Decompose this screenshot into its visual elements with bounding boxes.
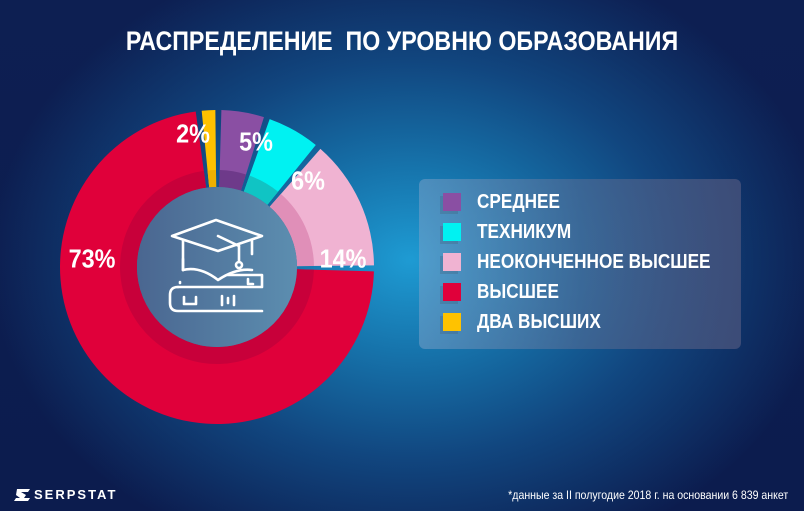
legend-label: ВЫСШЕЕ bbox=[477, 280, 559, 303]
swatch-srednee bbox=[440, 193, 461, 214]
legend-item-vysshee: ВЫСШЕЕ bbox=[440, 280, 572, 304]
segment-vysshee bbox=[60, 111, 374, 425]
label-dva-vysshikh: 2% bbox=[176, 118, 210, 149]
label-neokonchennoe: 14% bbox=[319, 243, 367, 274]
legend-item-srednee: СРЕДНЕЕ bbox=[440, 190, 574, 214]
legend-label: ТЕХНИКУМ bbox=[477, 220, 572, 243]
serpstat-logo: SERPSTAT bbox=[14, 487, 117, 502]
legend-item-tekhnikum: ТЕХНИКУМ bbox=[440, 220, 587, 244]
legend-item-neokonchennoe: НЕОКОНЧЕННОЕ ВЫСШЕЕ bbox=[440, 250, 749, 274]
swatch-neokonchennoe bbox=[440, 253, 461, 274]
segment-srednee bbox=[219, 110, 264, 191]
legend: СРЕДНЕЕ ТЕХНИКУМ НЕОКОНЧЕННОЕ ВЫСШЕЕ ВЫС… bbox=[419, 179, 741, 349]
legend-label: НЕОКОНЧЕННОЕ ВЫСШЕЕ bbox=[477, 250, 711, 273]
legend-label: СРЕДНЕЕ bbox=[477, 190, 560, 213]
segment-inner-ring-srednee bbox=[219, 170, 247, 191]
label-tekhnikum: 6% bbox=[291, 165, 325, 196]
segment-inner-ring-dva-vysshikh bbox=[207, 170, 217, 188]
label-vysshee: 73% bbox=[68, 243, 116, 274]
swatch-tekhnikum bbox=[440, 223, 461, 244]
logo-text: SERPSTAT bbox=[34, 487, 118, 502]
segment-dva-vysshikh bbox=[201, 110, 217, 188]
chart-title: РАСПРЕДЕЛЕНИЕ ПО УРОВНЮ ОБРАЗОВАНИЯ bbox=[125, 26, 679, 56]
swatch-vysshee bbox=[440, 283, 461, 304]
legend-item-dva-vysshikh: ДВА ВЫСШИХ bbox=[440, 310, 621, 334]
swatch-dva-vysshikh bbox=[440, 313, 461, 334]
graduation-cap-on-book-icon bbox=[168, 218, 264, 313]
serpstat-logo-icon bbox=[14, 488, 30, 501]
label-srednee: 5% bbox=[239, 126, 273, 157]
segment-inner-ring-neokonchennoe bbox=[269, 194, 314, 267]
legend-label: ДВА ВЫСШИХ bbox=[477, 310, 601, 333]
footnote: *данные за II полугодие 2018 г. на основ… bbox=[507, 488, 788, 502]
segment-inner-ring-tekhnikum bbox=[243, 175, 279, 205]
